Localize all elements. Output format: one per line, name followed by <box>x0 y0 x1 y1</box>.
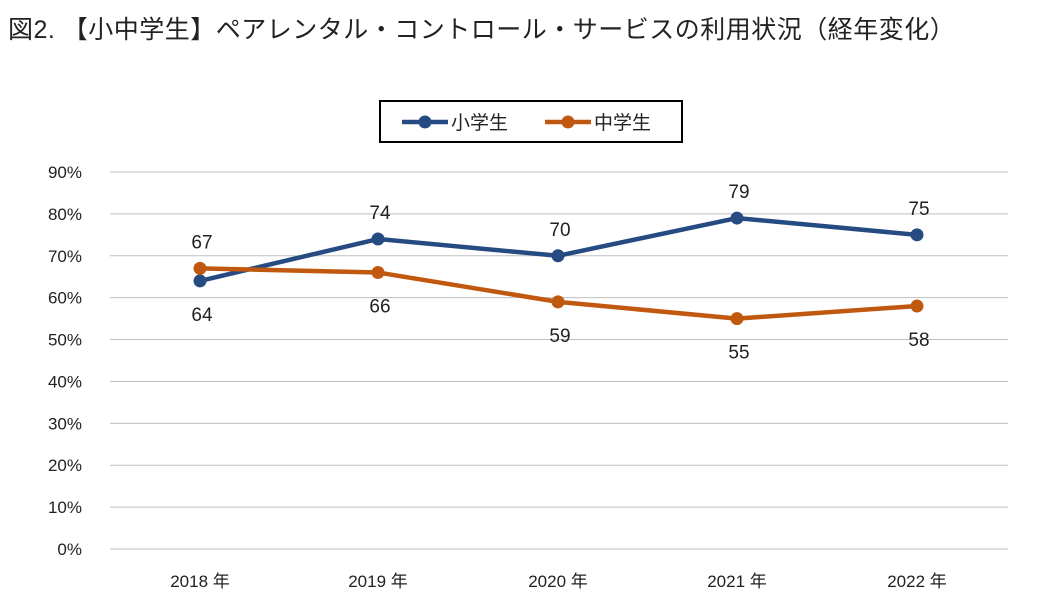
legend-label: 小学生 <box>451 112 508 134</box>
data-point <box>910 299 924 313</box>
data-label: 58 <box>908 330 929 351</box>
y-tick-label: 60% <box>48 289 82 308</box>
x-tick-label: 2022 年 <box>887 572 947 591</box>
legend-marker <box>561 115 575 129</box>
data-label: 67 <box>191 232 212 253</box>
data-label: 74 <box>369 203 391 224</box>
y-tick-label: 10% <box>48 498 82 517</box>
data-point <box>551 249 565 263</box>
y-tick-label: 90% <box>48 163 82 182</box>
data-point <box>371 232 385 246</box>
data-point <box>730 211 744 225</box>
y-tick-label: 20% <box>48 456 82 475</box>
chart-title: 図2. 【小中学生】ペアレンタル・コントロール・サービスの利用状況（経年変化） <box>8 16 956 44</box>
data-label: 59 <box>549 326 570 347</box>
x-tick-label: 2019 年 <box>348 572 408 591</box>
data-point <box>551 295 565 309</box>
data-label: 79 <box>728 182 749 203</box>
series-line-2 <box>199 266 918 321</box>
legend-label: 中学生 <box>594 112 651 134</box>
y-tick-label: 50% <box>48 331 82 350</box>
y-tick-label: 40% <box>48 372 82 391</box>
y-tick-label: 30% <box>48 414 82 433</box>
data-point <box>371 266 385 280</box>
x-tick-label: 2021 年 <box>707 572 767 591</box>
y-tick-label: 80% <box>48 205 82 224</box>
data-point <box>193 274 207 288</box>
data-point <box>910 228 924 242</box>
legend-marker <box>418 115 432 129</box>
data-label: 70 <box>549 220 570 241</box>
data-label: 75 <box>908 199 929 220</box>
data-label: 55 <box>728 343 749 364</box>
x-tick-label: 2018 年 <box>170 572 230 591</box>
x-tick-label: 2020 年 <box>528 572 588 591</box>
data-point <box>193 261 207 275</box>
data-label: 64 <box>191 305 213 326</box>
y-tick-label: 0% <box>57 540 82 559</box>
data-label: 66 <box>369 297 390 318</box>
y-tick-label: 70% <box>48 247 82 266</box>
data-point <box>730 312 744 326</box>
